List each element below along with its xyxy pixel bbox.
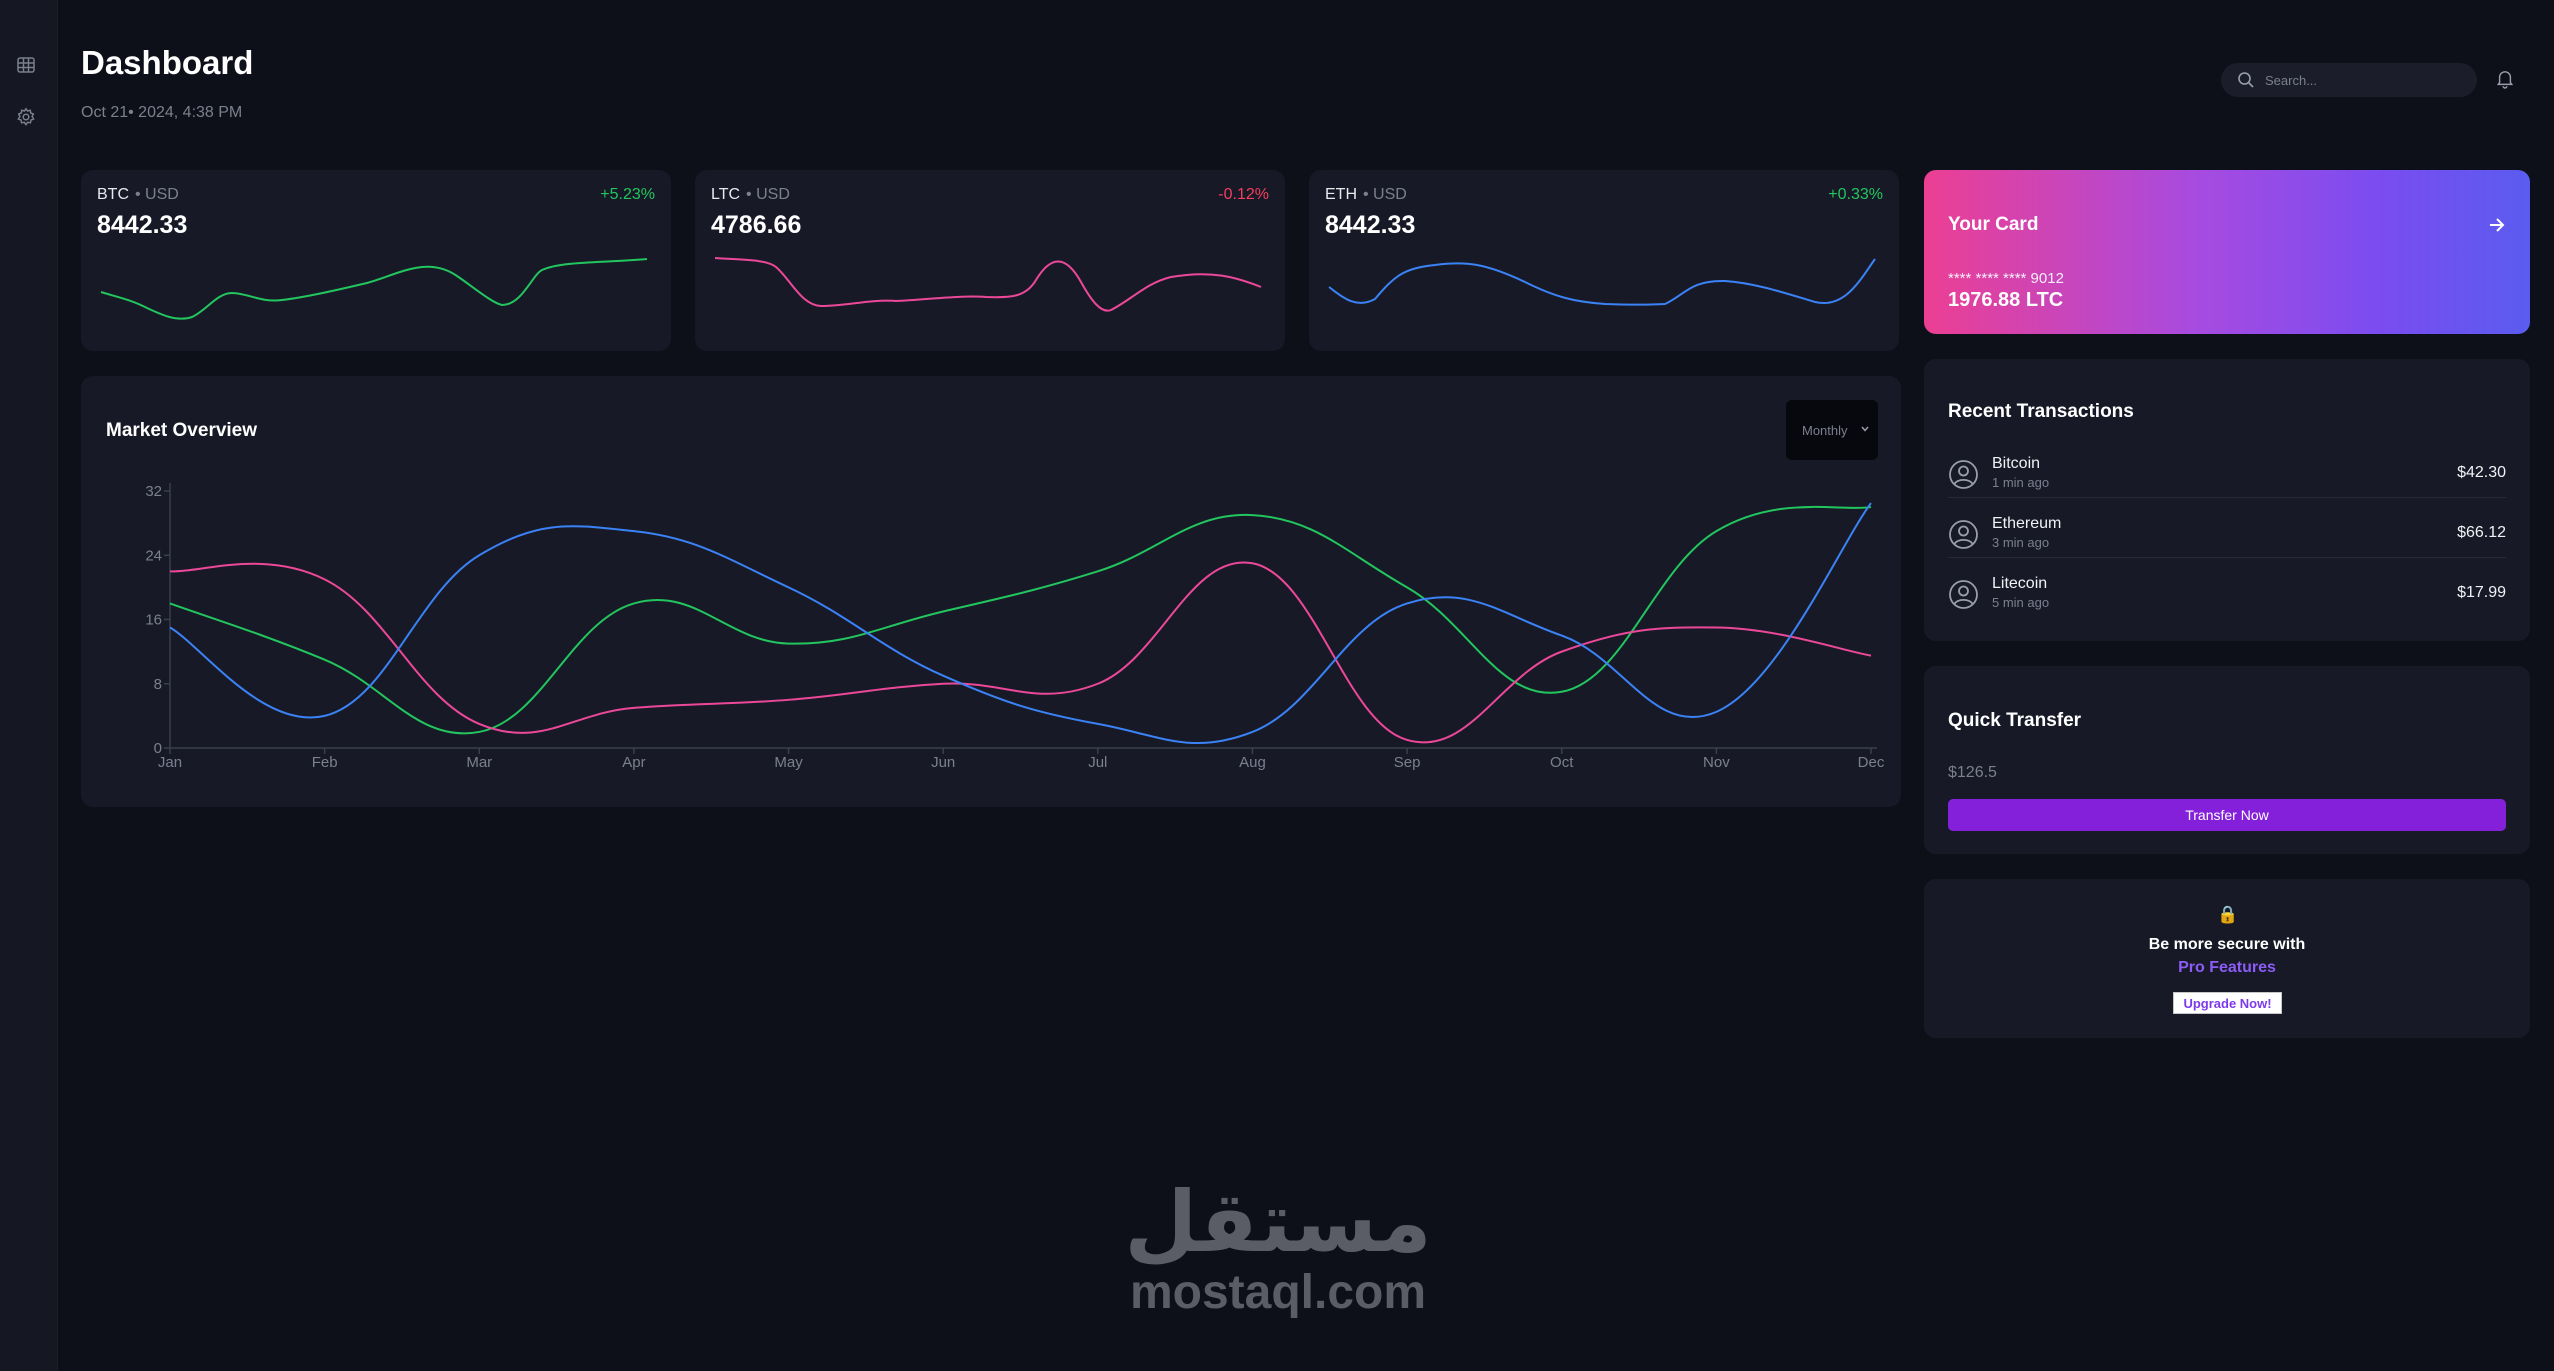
x-tick-label: Jan: [158, 754, 182, 771]
bell-icon[interactable]: [2494, 67, 2516, 91]
your-card[interactable]: Your Card **** **** **** 9012 1976.88 LT…: [1924, 170, 2530, 334]
transaction-row[interactable]: Litecoin 5 min ago $17.99: [1948, 568, 2506, 628]
x-tick-label: Apr: [622, 754, 645, 771]
x-tick-label: Jun: [931, 754, 955, 771]
transaction-name: Ethereum: [1992, 515, 2062, 532]
y-tick-label: 8: [154, 676, 162, 693]
search-bar[interactable]: [2221, 63, 2477, 97]
sparkline-btc: [100, 258, 648, 320]
series-line-2: [169, 502, 1872, 744]
x-tick-label: Nov: [1703, 754, 1730, 771]
ticker-change: +5.23%: [600, 186, 655, 203]
x-tick-label: Mar: [466, 754, 492, 771]
y-tick-label: 16: [145, 612, 162, 629]
watermark-latin: mostaql.com: [1129, 1266, 1427, 1319]
y-tick-label: 24: [145, 547, 162, 564]
x-tick-label: Oct: [1550, 754, 1574, 771]
user-avatar-icon: [1949, 580, 1978, 609]
sparkline-ltc: [714, 257, 1262, 312]
divider: [1948, 557, 2506, 558]
transaction-time: 3 min ago: [1992, 535, 2050, 550]
ticker-price: 8442.33: [97, 211, 188, 239]
ticker-card-btc[interactable]: BTC • USD +5.23% 8442.33: [81, 170, 671, 351]
pro-features-card: 🔒 Be more secure with Pro Features Upgra…: [1924, 879, 2530, 1038]
lock-icon: 🔒: [2217, 905, 2239, 924]
x-tick-label: Jul: [1088, 754, 1107, 771]
transaction-name: Litecoin: [1992, 575, 2048, 592]
table-icon[interactable]: [15, 54, 37, 76]
transaction-time: 5 min ago: [1992, 595, 2050, 610]
ticker-card-ltc[interactable]: LTC • USD -0.12% 4786.66: [695, 170, 1285, 351]
transaction-amount: $17.99: [2457, 584, 2506, 601]
watermark-logo: مستقل mostaql.com: [1118, 1180, 1438, 1318]
ticker-change: +0.33%: [1828, 186, 1883, 203]
user-avatar-icon: [1949, 520, 1978, 549]
transaction-row[interactable]: Ethereum 3 min ago $66.12: [1948, 508, 2506, 568]
card-number: **** **** **** 9012: [1948, 270, 2064, 287]
transaction-amount: $42.30: [2457, 464, 2506, 481]
secure-text: Be more secure with: [2148, 936, 2306, 953]
transaction-row[interactable]: Bitcoin 1 min ago $42.30: [1948, 448, 2506, 508]
pro-features-label: Pro Features: [2178, 959, 2276, 976]
x-tick-label: Sep: [1394, 754, 1421, 771]
market-chart: 0 8 16 24 32 Jan Feb Mar Apr May Jun Jul Aug Sep Oct No…: [145, 483, 1885, 771]
y-tick-label: 0: [154, 740, 162, 757]
upgrade-now-button[interactable]: Upgrade Now!: [2173, 992, 2282, 1014]
user-avatar-icon: [1949, 460, 1978, 489]
market-title: Market Overview: [106, 420, 258, 441]
x-tick-label: Feb: [312, 754, 338, 771]
market-overview-card: 0 8 16 24 32 Jan Feb Mar Apr May Jun Jul Aug Sep Oct No…: [81, 376, 1901, 807]
y-tick-label: 32: [145, 483, 162, 500]
your-card-title: Your Card: [1948, 214, 2039, 235]
x-tick-label: Dec: [1858, 754, 1885, 771]
arrow-right-icon[interactable]: [2486, 214, 2508, 236]
period-value: Monthly: [1802, 422, 1848, 438]
ticker-change: -0.12%: [1218, 186, 1269, 203]
sidebar: [0, 0, 58, 1371]
search-input[interactable]: [2265, 72, 2465, 88]
ticker-symbol: LTC • USD: [711, 186, 790, 203]
x-tick-label: Aug: [1239, 754, 1266, 771]
page-date: Oct 21• 2024, 4:38 PM: [81, 104, 243, 121]
recent-transactions-title: Recent Transactions: [1948, 401, 2134, 422]
chevron-down-icon: [1861, 426, 1869, 432]
period-select[interactable]: Monthly: [1786, 400, 1878, 460]
series-line-1: [169, 561, 1872, 744]
transaction-name: Bitcoin: [1992, 455, 2041, 472]
divider: [1948, 497, 2506, 498]
ticker-price: 8442.33: [1325, 211, 1416, 239]
transfer-now-button[interactable]: Transfer Now: [1948, 799, 2506, 831]
page-title: Dashboard: [81, 44, 254, 81]
quick-transfer-card: Quick Transfer Transfer Now: [1924, 666, 2530, 854]
transfer-amount-input[interactable]: [1948, 764, 2248, 782]
card-balance: 1976.88 LTC: [1948, 289, 2064, 311]
ticker-price: 4786.66: [711, 211, 802, 239]
recent-transactions-card: Recent Transactions Bitcoin 1 min ago $4…: [1924, 359, 2530, 641]
gear-icon[interactable]: [15, 106, 37, 128]
series-line-0: [169, 505, 1872, 735]
ticker-card-eth[interactable]: ETH • USD +0.33% 8442.33: [1309, 170, 1899, 351]
ticker-symbol: BTC • USD: [97, 186, 179, 203]
x-tick-label: May: [774, 754, 803, 771]
transaction-amount: $66.12: [2457, 524, 2506, 541]
ticker-symbol: ETH • USD: [1325, 186, 1407, 203]
search-icon: [2238, 72, 2254, 88]
transaction-time: 1 min ago: [1992, 475, 2050, 490]
sparkline-eth: [1328, 258, 1876, 306]
watermark-arabic: مستقل: [1124, 1173, 1432, 1271]
quick-transfer-title: Quick Transfer: [1948, 710, 2082, 731]
